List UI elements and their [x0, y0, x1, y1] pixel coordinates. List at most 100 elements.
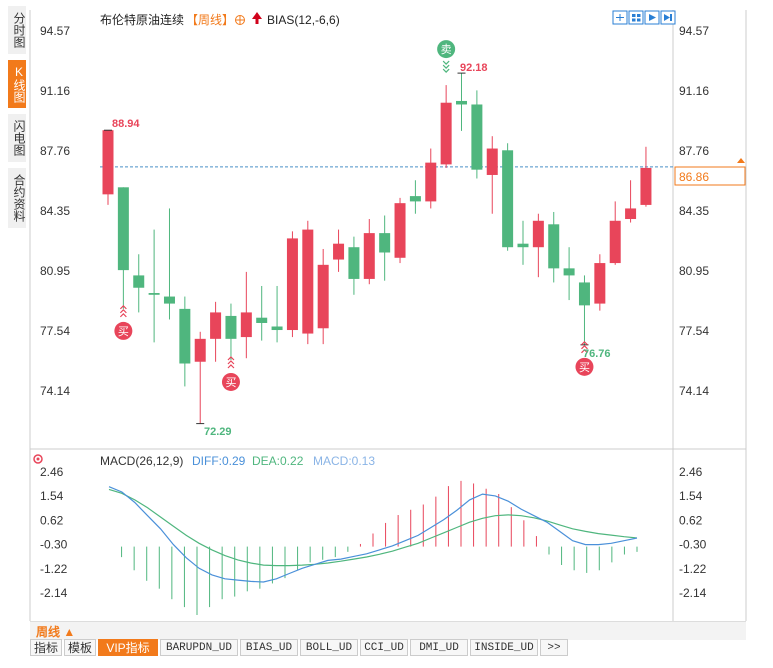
- macd-y-tick-left: -2.14: [40, 586, 68, 600]
- buy-signal-badge: [575, 357, 594, 376]
- indicator-tab[interactable]: BARUPDN_UD: [160, 639, 238, 656]
- macd-diff-label: DIFF:0.29: [192, 454, 246, 468]
- buy-arrow-icon: [581, 344, 588, 350]
- low-price-label: 72.29: [204, 426, 232, 438]
- y-tick-left: 80.95: [40, 264, 70, 278]
- instrument-title: 布伦特原油连续: [100, 12, 184, 27]
- macd-value-label: MACD:0.13: [313, 454, 375, 468]
- buy-signal-badge: [114, 321, 133, 340]
- tab-contract-info[interactable]: 合约资料: [8, 168, 26, 228]
- candle-body: [225, 315, 237, 339]
- tab-kline[interactable]: K线图: [8, 60, 26, 108]
- buy-arrow-icon: [581, 340, 588, 346]
- peak-price-label: 92.18: [460, 62, 488, 74]
- indicator-tab[interactable]: 指标: [30, 639, 62, 656]
- circle-plus-icon[interactable]: [235, 15, 245, 25]
- candle-body: [240, 312, 252, 338]
- candle-body: [133, 275, 145, 288]
- candle-body: [379, 233, 391, 253]
- grid-icon[interactable]: [628, 10, 644, 25]
- indicator-tab[interactable]: BIAS_UD: [240, 639, 298, 656]
- sell-arrow-icon: [442, 68, 450, 73]
- candle-body: [348, 247, 360, 279]
- y-tick-right: 77.54: [679, 324, 709, 338]
- y-tick-left: 84.35: [40, 204, 70, 218]
- buy-signal-text: 买: [225, 376, 236, 389]
- left-tab-bar: 分时图 K线图 闪电图 合约资料: [0, 0, 28, 230]
- buy-signal-badge: [221, 372, 240, 391]
- y-tick-right: 91.16: [679, 84, 709, 98]
- buy-arrow-icon: [227, 360, 235, 365]
- candle-body: [578, 282, 590, 306]
- buy-signal-text: 买: [118, 325, 129, 338]
- candle-body: [102, 130, 114, 195]
- buy-arrow-icon: [119, 313, 127, 318]
- candle-body: [548, 224, 560, 269]
- candle-body: [640, 167, 652, 205]
- low2-price-label: 76.76: [583, 348, 611, 360]
- buy-arrow-icon: [227, 356, 235, 361]
- macd-y-tick-left: 2.46: [40, 465, 64, 479]
- candle-body: [179, 308, 191, 364]
- y-tick-right: 94.57: [679, 24, 709, 38]
- y-tick-left: 91.16: [40, 84, 70, 98]
- macd-dea-label: DEA:0.22: [252, 454, 304, 468]
- macd-y-tick-right: 1.54: [679, 489, 703, 503]
- red-up-arrow-icon: [252, 12, 262, 24]
- candle-body: [256, 317, 268, 323]
- sell-arrow-icon: [442, 64, 450, 69]
- macd-y-tick-left: 1.54: [40, 489, 64, 503]
- crosshair-icon[interactable]: [612, 10, 628, 25]
- macd-y-tick-right: 2.46: [679, 465, 703, 479]
- indicator-tabs-bar: 指标 模板 VIP指标 BARUPDN_UD BIAS_UD BOLL_UD CCI_UD D…: [30, 639, 746, 657]
- buy-arrow-icon: [227, 364, 235, 369]
- candle-body: [425, 162, 437, 202]
- macd-y-tick-left: -1.22: [40, 562, 68, 576]
- candle-body: [333, 243, 345, 260]
- period-label: 【周线】: [186, 13, 234, 27]
- settings-gear-icon[interactable]: [33, 454, 43, 464]
- indicator-tab[interactable]: VIP指标: [98, 639, 158, 656]
- current-price-marker: 86.86: [674, 158, 746, 186]
- macd-y-tick-right: -2.14: [679, 586, 707, 600]
- indicator-tab[interactable]: CCI_UD: [360, 639, 408, 656]
- tab-timeshare[interactable]: 分时图: [8, 6, 26, 54]
- candle-body: [609, 220, 621, 264]
- tab-flash-chart[interactable]: 闪电图: [8, 114, 26, 162]
- macd-y-tick-left: -0.30: [40, 538, 68, 552]
- candle-body: [440, 102, 452, 165]
- candle-body: [363, 233, 375, 279]
- price-up-arrow-icon: [737, 158, 745, 163]
- play-icon[interactable]: [644, 10, 660, 25]
- sell-signal-text: 卖: [441, 43, 452, 56]
- candle-body: [210, 312, 222, 339]
- y-tick-left: 87.76: [40, 144, 70, 158]
- macd-y-tick-left: 0.62: [40, 513, 64, 527]
- macd-y-tick-right: -0.30: [679, 538, 707, 552]
- indicator-tab[interactable]: 模板: [64, 639, 96, 656]
- indicator-tab[interactable]: >>: [540, 639, 568, 656]
- buy-signal-text: 买: [579, 361, 590, 374]
- candle-body: [517, 243, 529, 248]
- candle-body: [486, 148, 498, 175]
- high-price-label: 88.94: [112, 118, 140, 130]
- dea-line: [108, 488, 638, 567]
- indicator-tab[interactable]: INSIDE_UD: [470, 639, 538, 656]
- candle-body: [563, 268, 575, 276]
- indicator-tab[interactable]: BOLL_UD: [300, 639, 358, 656]
- period-selector-button[interactable]: 周线 ▲: [36, 625, 76, 639]
- candle-body: [302, 229, 314, 334]
- sell-arrow-icon: [442, 60, 450, 65]
- candle-body: [163, 296, 175, 304]
- candle-body: [456, 100, 468, 105]
- indicator-tab[interactable]: DMI_UD: [410, 639, 468, 656]
- macd-title: MACD(26,12,9): [100, 454, 183, 468]
- candle-body: [409, 196, 421, 202]
- y-tick-left: 74.14: [40, 384, 70, 398]
- candle-body: [117, 187, 129, 271]
- next-icon[interactable]: [660, 10, 676, 25]
- y-tick-left: 77.54: [40, 324, 70, 338]
- diff-line: [108, 486, 638, 583]
- candle-body: [625, 208, 637, 220]
